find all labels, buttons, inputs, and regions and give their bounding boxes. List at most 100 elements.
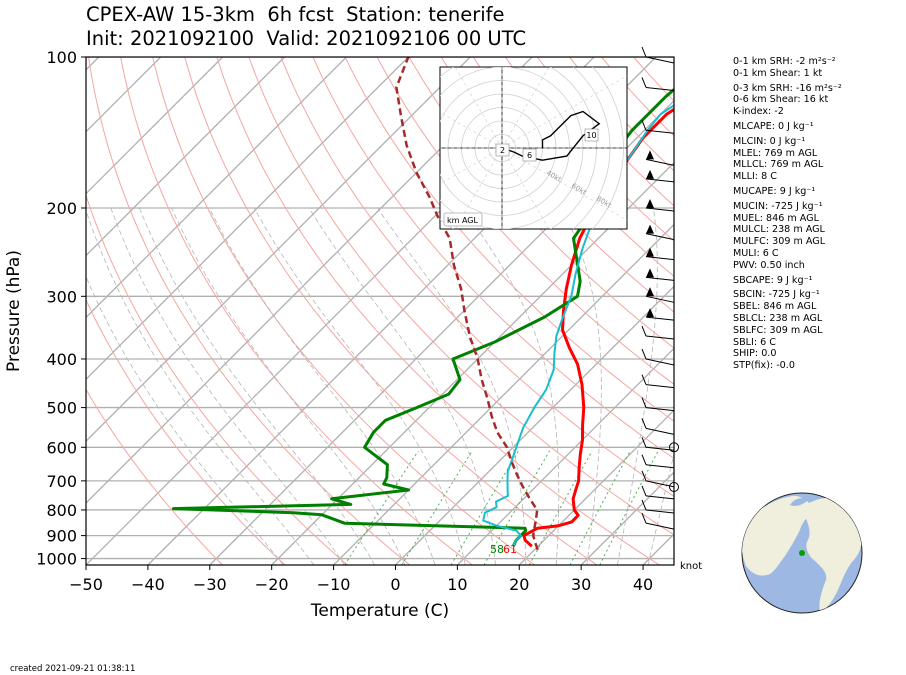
x-tick-label: 20 (509, 575, 529, 594)
parcel-profile (395, 57, 539, 551)
param-line: 0-1 km Shear: 1 kt (733, 67, 823, 79)
x-tick-label: 0 (390, 575, 400, 594)
param-line: SBLFC: 309 m AGL (733, 324, 823, 336)
wind-barb-feather (641, 397, 647, 408)
station-marker (799, 550, 805, 556)
moist-adiabat (462, 207, 560, 565)
isotherm (86, 57, 162, 133)
param-line: SBEL: 846 m AGL (733, 301, 817, 313)
y-tick-label: 400 (46, 350, 77, 369)
dry-adiabat (312, 57, 674, 460)
wind-barb-flag (646, 247, 654, 257)
x-axis-label: Temperature (C) (310, 601, 449, 621)
wind-barb (645, 158, 675, 166)
wind-barb-flag (646, 224, 654, 234)
isotherm (456, 347, 674, 565)
hodograph-height-box (495, 143, 510, 157)
y-axis-label: Pressure (hPa) (4, 250, 24, 372)
y-axis: 100 200 300 400 500 600 700 800 900 1000 (36, 48, 86, 569)
wind-barb (645, 358, 675, 366)
wind-barb-flag (646, 169, 654, 179)
param-line: MUCIN: -725 J kg⁻¹ (733, 200, 823, 212)
wind-barb (645, 427, 675, 435)
param-line: MLCIN: 0 J kg⁻¹ (733, 135, 806, 147)
dry-adiabat (120, 57, 473, 565)
wind-barb (645, 464, 675, 469)
y-tick-label: 900 (46, 527, 77, 546)
wind-barb (645, 233, 675, 241)
param-line: STP(fix): -0.0 (733, 360, 795, 372)
wind-barb-feather (641, 46, 647, 58)
dry-adiabat (472, 57, 674, 277)
wind-barb (645, 522, 675, 530)
y-tick-label: 200 (46, 199, 77, 218)
wind-unit-label: knot (680, 561, 702, 572)
dry-adiabat (216, 57, 660, 565)
plot-frame (85, 56, 675, 566)
y-tick-label: 100 (46, 48, 77, 67)
dry-adiabat (184, 57, 598, 565)
wind-barb (645, 276, 675, 281)
isotherm (86, 57, 224, 195)
param-line: MULFC: 309 m AGL (733, 236, 826, 248)
param-line: SHIP: 0.0 (733, 348, 777, 360)
wind-barb-flag (646, 150, 654, 160)
moist-adiabat (561, 207, 602, 565)
wind-barb-feather (641, 437, 647, 448)
wind-barb (645, 446, 675, 451)
dry-adiabat (86, 388, 223, 565)
wind-barb (645, 509, 675, 514)
param-line: MLLI: 8 C (733, 171, 777, 183)
dry-adiabat (86, 298, 286, 565)
globe-land (742, 495, 862, 612)
hodograph-height-box (522, 148, 537, 162)
wind-barb (645, 86, 675, 91)
wind-barb (645, 256, 675, 261)
isotherm (86, 57, 347, 319)
mixing-ratio-line (401, 450, 473, 565)
wind-barb (645, 56, 675, 64)
y-tick-label: 700 (46, 472, 77, 491)
moist-adiabat (209, 207, 436, 565)
wind-barb-feather (641, 485, 647, 497)
param-line: 0-6 km Shear: 16 kt (733, 94, 829, 106)
sounding-parameters: 0-1 km SRH: -2 m²s⁻² 0-1 km Shear: 1 kt 0-… (733, 56, 842, 372)
hodograph-height-label: 10 (586, 131, 596, 140)
surface-labels: 58 61 (490, 543, 517, 556)
wind-barb (645, 495, 675, 500)
isotherm (580, 471, 674, 565)
mixing-ratio-line (599, 450, 659, 565)
dry-adiabat (344, 57, 674, 422)
moist-adiabat (86, 275, 284, 565)
moist-adiabat (647, 452, 674, 565)
param-line: MLCAPE: 0 J kg⁻¹ (733, 120, 814, 132)
x-tick-label: 10 (447, 575, 467, 594)
dry-adiabat (152, 57, 535, 565)
dry-adiabat (86, 193, 348, 565)
hodograph-unit-label: km AGL (447, 216, 479, 225)
wind-barb (645, 335, 675, 340)
wind-barb (645, 384, 675, 389)
wind-barb-flag (646, 308, 654, 318)
dry-adiabat (376, 57, 674, 385)
wind-barb (645, 407, 675, 412)
y-tick-label: 500 (46, 399, 77, 418)
param-line: PWV: 0.50 inch (733, 259, 805, 271)
hodograph-height-box (584, 128, 599, 142)
y-tick-label: 1000 (36, 550, 77, 569)
x-tick-label: 40 (633, 575, 653, 594)
moist-adiabat (253, 207, 466, 565)
wind-barb (645, 129, 675, 134)
x-tick-label: −10 (317, 575, 351, 594)
x-axis: −50 −40 −30 −20 −10 0 10 20 30 40 (69, 565, 653, 594)
mixing-ratio-line (528, 450, 593, 565)
isotherm (86, 57, 471, 443)
wind-barb-flag (646, 268, 654, 278)
mixing-ratio-line (569, 450, 631, 565)
y-tick-label: 300 (46, 287, 77, 306)
param-line: MULI: 6 C (733, 247, 779, 259)
y-tick-label: 600 (46, 438, 77, 457)
chart-title-line2: Init: 2021092100 Valid: 2021092106 00 UT… (86, 27, 527, 50)
wind-barb (645, 295, 675, 303)
